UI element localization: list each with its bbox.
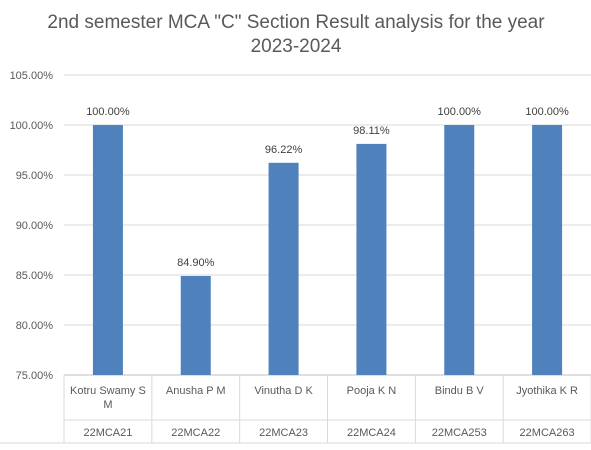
- category-usn-label: 22MCA263: [520, 427, 575, 439]
- data-label: 100.00%: [525, 106, 569, 118]
- data-labels: 100.00% 84.90% 96.22% 98.11% 100.00% 100.00%: [86, 106, 569, 269]
- category-usn-label: 22MCA253: [432, 427, 487, 439]
- category-usn-label: 22MCA22: [171, 427, 220, 439]
- y-tick-label: 105.00%: [10, 70, 54, 82]
- y-tick-label: 95.00%: [16, 170, 54, 182]
- chart-title-line-1: 2nd semester MCA "C" Section Result anal…: [47, 12, 545, 33]
- category-labels: Kotru Swamy S M 22MCA21 Anusha P M 22MCA22 Vi…: [0, 375, 591, 444]
- y-tick-label: 85.00%: [16, 270, 54, 282]
- gridlines: [64, 74, 591, 376]
- data-label: 96.22%: [265, 144, 303, 156]
- y-tick-label: 75.00%: [16, 370, 54, 382]
- y-tick-label: 100.00%: [10, 120, 54, 132]
- bars: [92, 125, 563, 375]
- y-axis-tick-labels: 75.00% 80.00% 85.00% 90.00% 95.00% 100.00% 105…: [10, 70, 54, 382]
- y-tick-label: 80.00%: [16, 320, 54, 332]
- bar: [444, 125, 475, 375]
- bar: [356, 143, 387, 375]
- category-usn-label: 22MCA23: [259, 427, 308, 439]
- y-tick-label: 90.00%: [16, 220, 54, 232]
- category-usn-label: 22MCA24: [347, 427, 396, 439]
- category-name-label: Bindu B V: [435, 385, 485, 397]
- category-usn-label: 22MCA21: [83, 427, 132, 439]
- category-name-label: Pooja K N: [347, 385, 397, 397]
- data-label: 98.11%: [353, 125, 390, 137]
- category-name-label: Jyothika K R: [516, 385, 578, 397]
- bar: [92, 125, 123, 375]
- chart-title-line-2: 2023-2024: [251, 36, 342, 57]
- data-label: 84.90%: [177, 257, 215, 269]
- bar: [268, 162, 299, 375]
- data-label: 100.00%: [86, 106, 130, 118]
- category-name-label: Vinutha D K: [254, 385, 313, 397]
- data-label: 100.00%: [438, 106, 482, 118]
- bar: [532, 125, 563, 375]
- category-name-label: Kotru Swamy S: [70, 385, 146, 397]
- category-name-label: Anusha P M: [166, 385, 226, 397]
- category-name-label: M: [103, 399, 112, 411]
- bar: [180, 276, 211, 375]
